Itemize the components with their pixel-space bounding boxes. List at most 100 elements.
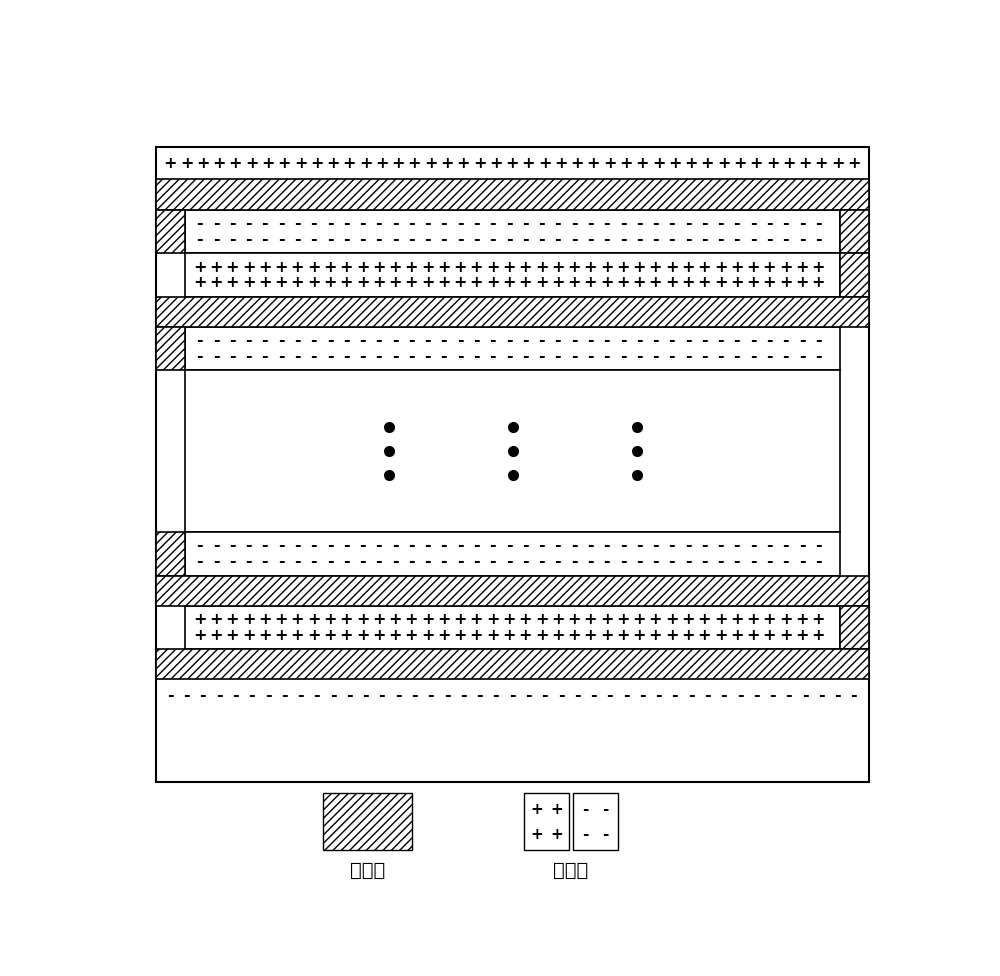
Text: -: - <box>245 349 252 364</box>
Text: -: - <box>327 554 333 569</box>
Text: -: - <box>782 216 789 231</box>
Text: +: + <box>701 156 714 171</box>
Text: +: + <box>795 275 809 290</box>
Text: +: + <box>486 628 499 643</box>
Text: -: - <box>229 216 236 231</box>
Text: -: - <box>603 333 610 348</box>
Bar <box>185 253 840 297</box>
Bar <box>156 649 869 679</box>
Text: -: - <box>457 539 464 553</box>
Text: -: - <box>582 801 589 817</box>
Text: +: + <box>278 156 291 171</box>
Text: +: + <box>323 275 337 290</box>
Text: -: - <box>522 216 529 231</box>
Text: +: + <box>665 628 679 643</box>
Text: -: - <box>376 216 382 231</box>
Bar <box>840 210 869 253</box>
Text: -: - <box>343 349 350 364</box>
Text: +: + <box>616 260 630 274</box>
Text: -: - <box>620 333 626 348</box>
Text: +: + <box>811 260 825 274</box>
Text: -: - <box>555 349 561 364</box>
Text: -: - <box>262 554 268 569</box>
Text: -: - <box>343 554 350 569</box>
Text: -: - <box>685 333 691 348</box>
Text: -: - <box>213 554 219 569</box>
Text: -: - <box>392 349 398 364</box>
Text: -: - <box>541 688 548 703</box>
Text: +: + <box>245 156 258 171</box>
Text: -: - <box>815 539 822 553</box>
Text: +: + <box>619 156 633 171</box>
Text: -: - <box>229 231 236 247</box>
Text: +: + <box>505 156 519 171</box>
Text: +: + <box>600 612 613 627</box>
Text: -: - <box>509 688 515 703</box>
Bar <box>156 297 869 327</box>
Text: +: + <box>226 612 239 627</box>
Text: +: + <box>359 156 372 171</box>
Text: -: - <box>330 688 336 703</box>
Text: -: - <box>620 216 626 231</box>
Text: -: - <box>652 554 659 569</box>
Text: -: - <box>408 216 415 231</box>
Text: +: + <box>356 628 369 643</box>
Text: -: - <box>196 216 203 231</box>
Text: +: + <box>453 275 467 290</box>
Text: +: + <box>746 612 760 627</box>
Bar <box>156 532 185 576</box>
Text: -: - <box>376 231 382 247</box>
Text: +: + <box>212 156 226 171</box>
Text: -: - <box>701 539 708 553</box>
Text: -: - <box>245 333 252 348</box>
Text: +: + <box>372 275 386 290</box>
Bar <box>185 532 840 576</box>
Text: -: - <box>750 554 756 569</box>
Text: +: + <box>274 260 288 274</box>
Text: +: + <box>180 156 193 171</box>
Text: -: - <box>639 688 646 703</box>
Text: -: - <box>506 216 512 231</box>
Text: -: - <box>343 216 350 231</box>
Text: -: - <box>359 554 366 569</box>
Text: -: - <box>668 333 675 348</box>
Text: -: - <box>441 216 447 231</box>
Text: -: - <box>424 333 431 348</box>
Text: -: - <box>558 688 564 703</box>
Text: -: - <box>734 333 740 348</box>
Text: +: + <box>584 628 597 643</box>
Text: +: + <box>408 156 421 171</box>
Text: -: - <box>587 349 594 364</box>
Text: -: - <box>538 349 545 364</box>
Text: +: + <box>551 628 565 643</box>
Text: -: - <box>571 231 577 247</box>
Text: -: - <box>851 688 857 703</box>
Text: -: - <box>327 539 333 553</box>
Text: +: + <box>714 275 727 290</box>
Text: +: + <box>795 260 809 274</box>
Text: +: + <box>649 275 662 290</box>
Text: +: + <box>405 260 418 274</box>
Text: +: + <box>519 260 532 274</box>
Text: +: + <box>421 612 434 627</box>
Text: -: - <box>310 554 317 569</box>
Text: +: + <box>649 612 662 627</box>
Text: +: + <box>193 275 207 290</box>
Text: +: + <box>652 156 665 171</box>
Text: +: + <box>779 275 792 290</box>
Text: -: - <box>262 216 268 231</box>
Text: +: + <box>294 156 307 171</box>
Text: +: + <box>665 612 679 627</box>
Text: -: - <box>785 688 792 703</box>
Bar <box>573 793 618 850</box>
Text: +: + <box>847 156 861 171</box>
Text: +: + <box>551 260 565 274</box>
Text: -: - <box>782 231 789 247</box>
Text: +: + <box>242 628 255 643</box>
Text: +: + <box>453 612 467 627</box>
Text: -: - <box>799 216 805 231</box>
Text: +: + <box>226 628 239 643</box>
Text: -: - <box>737 688 743 703</box>
Text: -: - <box>408 539 415 553</box>
Text: +: + <box>714 612 727 627</box>
